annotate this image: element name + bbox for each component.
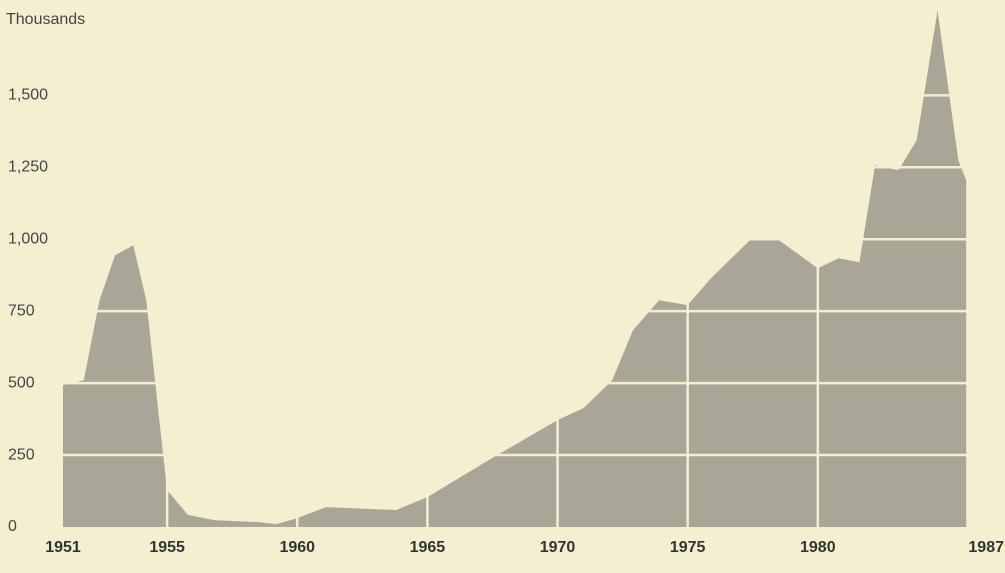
y-axis-label: Thousands — [6, 11, 85, 28]
y-tick-label: 750 — [8, 302, 35, 319]
y-tick-label: 1,000 — [8, 230, 48, 247]
y-tick-label: 1,250 — [8, 158, 48, 175]
x-tick-label: 1975 — [670, 539, 706, 556]
y-tick-label: 0 — [8, 518, 17, 535]
area — [63, 10, 967, 527]
x-tick-label: 1970 — [540, 539, 576, 556]
y-tick-label: 250 — [8, 446, 35, 463]
y-tick-label: 500 — [8, 374, 35, 391]
x-tick-label: 1965 — [410, 539, 446, 556]
y-tick-label: 1,500 — [8, 87, 48, 104]
x-tick-label: 1960 — [279, 539, 315, 556]
x-tick-label: 1987 — [968, 539, 1004, 556]
x-tick-label: 1955 — [149, 539, 185, 556]
x-tick-label: 1951 — [45, 539, 81, 556]
x-tick-label: 1980 — [800, 539, 836, 556]
